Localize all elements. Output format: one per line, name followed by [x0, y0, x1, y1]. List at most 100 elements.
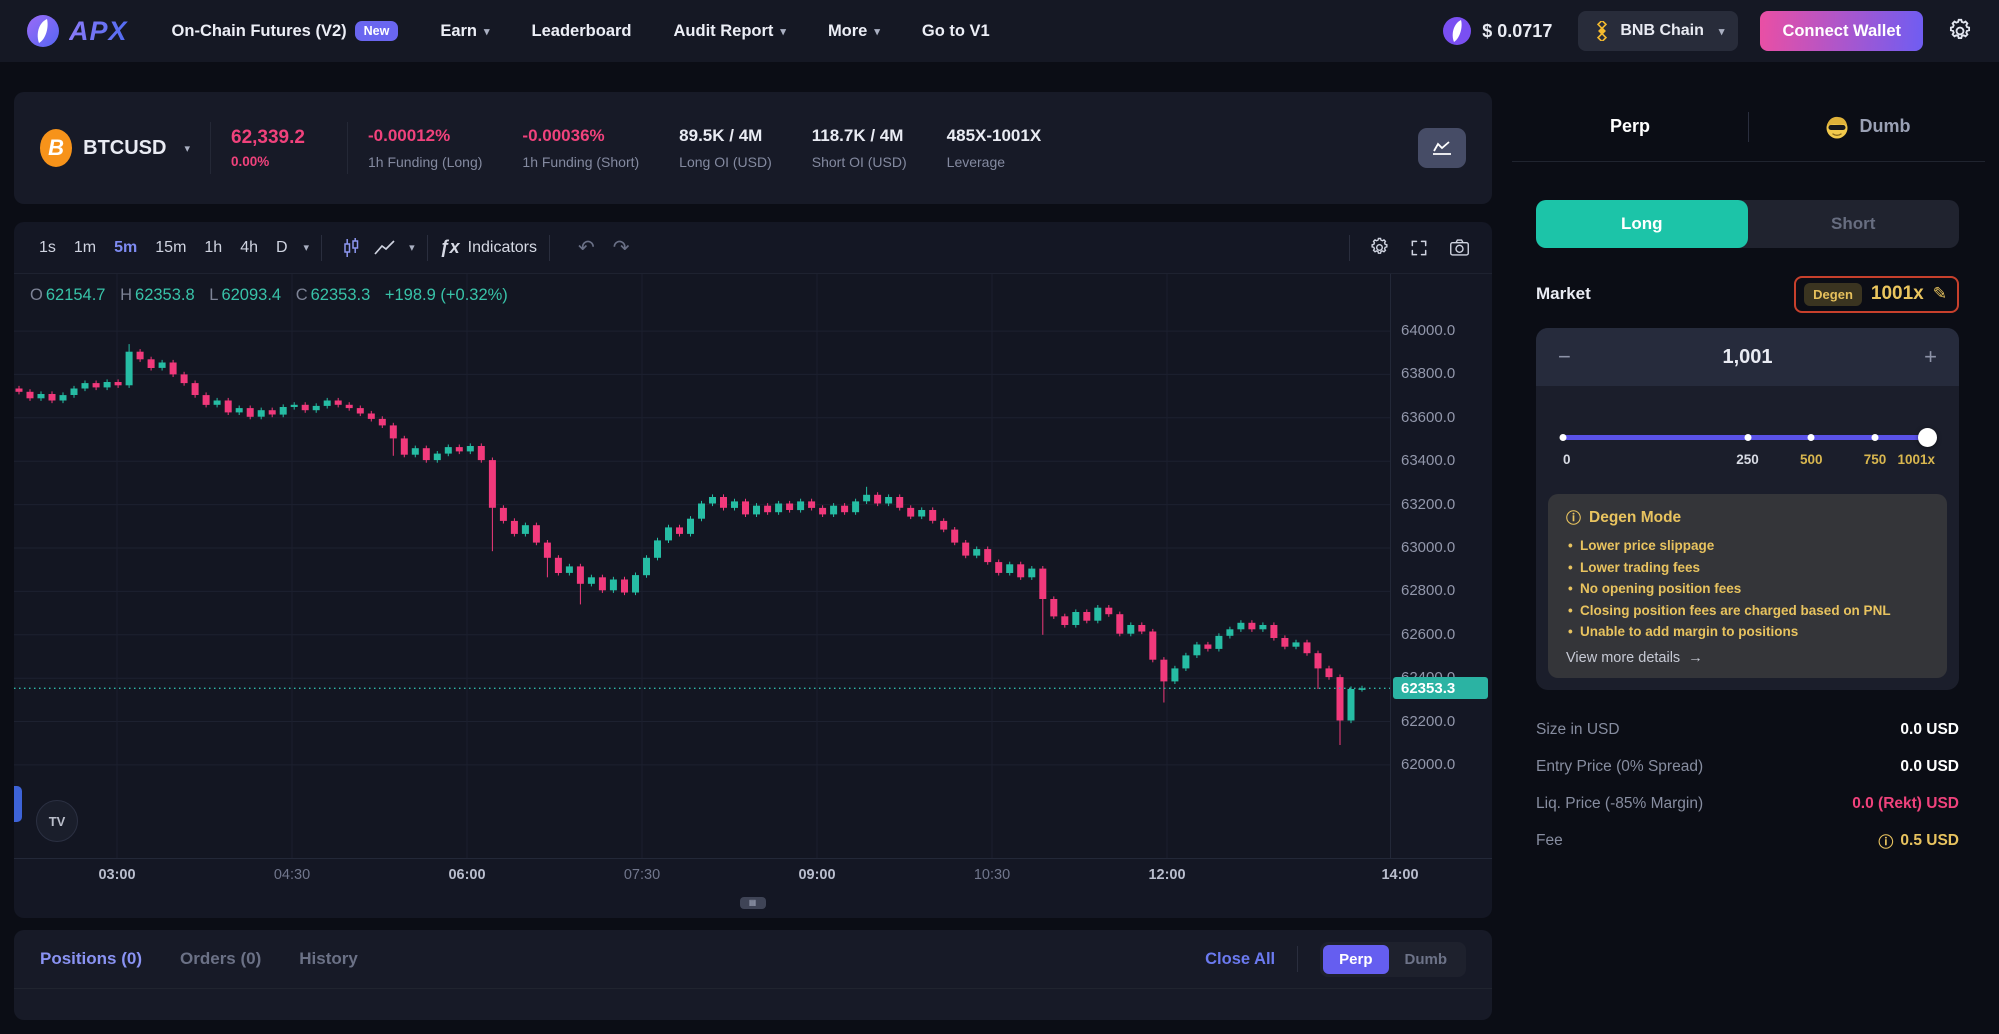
leverage-slider: 0 250 500 750 1001x: [1536, 386, 1959, 484]
slider-dot-0: [1559, 434, 1567, 441]
funding-short: -0.00036% 1h Funding (Short): [522, 126, 640, 170]
chevron-down-icon: ▾: [780, 25, 786, 38]
order-panel-tabs: Perp Dumb: [1512, 92, 1985, 162]
close-all-button[interactable]: Close All: [1205, 949, 1276, 968]
candlestick-style-icon[interactable]: [334, 233, 368, 263]
chart-canvas[interactable]: O 62154.7 H 62353.8 L 62093.4 C 62353.3 +198…: [14, 274, 1390, 858]
interval-1m[interactable]: 1m: [73, 238, 97, 256]
time-axis-label: 04:30: [273, 867, 311, 883]
slider-track[interactable]: [1559, 428, 1937, 447]
tradingview-logo[interactable]: TV: [36, 800, 78, 842]
view-more-details-link[interactable]: View more details →: [1566, 649, 1703, 666]
chart-panel: 1s 1m 5m 15m 1h 4h D ▾: [14, 222, 1492, 918]
degen-bullet: Unable to add margin to positions: [1566, 621, 1929, 643]
tab-positions[interactable]: Positions (0): [40, 949, 143, 968]
tab-orders[interactable]: Orders (0): [180, 949, 262, 968]
time-axis-label: 09:00: [798, 867, 836, 883]
divider: [347, 122, 348, 174]
panel-collapse-handle[interactable]: [14, 786, 22, 822]
stepper-plus-button[interactable]: +: [1924, 344, 1937, 369]
dumb-face-icon: [1826, 116, 1847, 138]
interval-1s[interactable]: 1s: [39, 238, 56, 256]
price-axis-label: 62000.0: [1401, 755, 1456, 773]
connect-wallet-button[interactable]: Connect Wallet: [1760, 11, 1923, 51]
nav-leaderboard[interactable]: Leaderboard: [531, 21, 632, 40]
settings-gear-icon[interactable]: [1947, 18, 1973, 44]
toggle-chart-button[interactable]: [1418, 128, 1466, 168]
price-axis-label: 63600.0: [1401, 408, 1456, 426]
price-axis-label: 63400.0: [1401, 452, 1456, 470]
time-axis-label: 10:30: [973, 867, 1011, 883]
btc-icon: B: [40, 129, 73, 167]
top-nav: APX On-Chain Futures (V2) New Earn ▾ Lead…: [0, 0, 1999, 62]
stat-liq-price: Liq. Price (-85% Margin) 0.0 (Rekt) USD: [1536, 795, 1959, 812]
long-oi: 89.5K / 4M Long OI (USD): [679, 126, 772, 170]
nav-go-to-v1[interactable]: Go to V1: [921, 21, 990, 40]
interval-5m[interactable]: 5m: [114, 238, 138, 256]
fullscreen-icon[interactable]: [1402, 233, 1436, 263]
time-axis[interactable]: 03:00 04:30 06:00 07:30 09:00 10:30 12:00 14:00: [14, 858, 1492, 892]
apx-logo[interactable]: APX: [26, 14, 128, 48]
slider-dot-750: [1871, 434, 1879, 441]
toggle-perp-button[interactable]: Perp: [1323, 944, 1389, 974]
tab-perp[interactable]: Perp: [1609, 116, 1651, 136]
price-axis[interactable]: 64000.0 63800.0 63600.0 63400.0 63200.0 63000…: [1390, 274, 1492, 858]
slider-dot-250: [1744, 434, 1751, 441]
price-axis-label: 63000.0: [1401, 538, 1456, 556]
chevron-down-icon[interactable]: ▾: [409, 242, 415, 254]
perp-dumb-toggle: Perp Dumb: [1320, 941, 1466, 977]
apx-coin-icon: [1443, 17, 1472, 45]
camera-snapshot-icon[interactable]: [1442, 233, 1476, 263]
time-axis-label: 06:00: [448, 867, 486, 883]
order-type-label[interactable]: Market: [1536, 284, 1591, 303]
degen-bullet: Closing position fees are charged based …: [1566, 600, 1929, 622]
stepper-minus-button[interactable]: −: [1558, 344, 1571, 369]
line-style-icon[interactable]: [368, 233, 402, 263]
interval-1h[interactable]: 1h: [204, 238, 223, 256]
chart-settings-gear-icon[interactable]: [1362, 233, 1396, 263]
nav-audit-report[interactable]: Audit Report ▾: [673, 21, 786, 40]
time-axis-label: 12:00: [1148, 867, 1186, 883]
divider: [14, 988, 1492, 989]
interval-15m[interactable]: 15m: [155, 238, 187, 256]
bnb-chain-icon: [1597, 21, 1608, 41]
tab-dumb[interactable]: Dumb: [1749, 114, 1985, 140]
price-axis-label: 64000.0: [1401, 322, 1456, 340]
symbol-selector[interactable]: B BTCUSD ▾: [40, 129, 190, 167]
time-axis-label: 03:00: [98, 867, 136, 883]
chain-selector[interactable]: BNB Chain ▾: [1578, 11, 1739, 51]
nav-on-chain-futures[interactable]: On-Chain Futures (V2) New: [172, 21, 399, 41]
divider: [1748, 111, 1749, 142]
nav-earn[interactable]: Earn ▾: [440, 21, 490, 40]
toggle-dumb-button[interactable]: Dumb: [1404, 950, 1448, 968]
stepper-value[interactable]: 1,001: [1722, 345, 1773, 368]
redo-icon[interactable]: ↷: [612, 237, 630, 259]
divider: [549, 234, 551, 261]
short-button[interactable]: Short: [1831, 214, 1876, 233]
leverage-editor[interactable]: Degen 1001x ✎: [1794, 275, 1959, 313]
degen-bullet-list: Lower price slippage Lower trading fees …: [1566, 535, 1929, 643]
leverage-card: − 1,001 + 0 250: [1536, 328, 1959, 690]
indicators-button[interactable]: ƒx Indicators: [439, 237, 538, 257]
long-button[interactable]: Long: [1536, 200, 1748, 248]
apx-token-price[interactable]: $ 0.0717: [1442, 16, 1552, 46]
slider-labels: 0 250 500 750 1001x: [1563, 452, 1935, 467]
last-price: 62,339.2 0.00%: [231, 127, 305, 169]
short-oi: 118.7K / 4M Short OI (USD): [811, 126, 907, 170]
interval-4h[interactable]: 4h: [240, 238, 258, 256]
nav-more[interactable]: More ▾: [827, 21, 880, 40]
fee-info-icon[interactable]: ⓘ: [1878, 833, 1894, 851]
chart-scrollbar-handle[interactable]: ▦: [740, 897, 766, 909]
apx-logo-icon: [27, 15, 59, 47]
chevron-down-icon[interactable]: ▾: [303, 242, 310, 254]
interval-1d[interactable]: D: [275, 238, 288, 256]
stat-fee: Fee ⓘ 0.5 USD: [1536, 832, 1959, 851]
undo-icon[interactable]: ↶: [578, 237, 595, 259]
degen-mode-info: ⓘ Degen Mode Lower price slippage Lower …: [1548, 494, 1947, 678]
divider: [1297, 946, 1299, 972]
slider-thumb[interactable]: [1918, 428, 1937, 447]
price-axis-label: 62800.0: [1401, 582, 1456, 600]
tab-history[interactable]: History: [299, 949, 358, 968]
divider: [321, 234, 323, 261]
chevron-down-icon: ▾: [1718, 25, 1725, 38]
